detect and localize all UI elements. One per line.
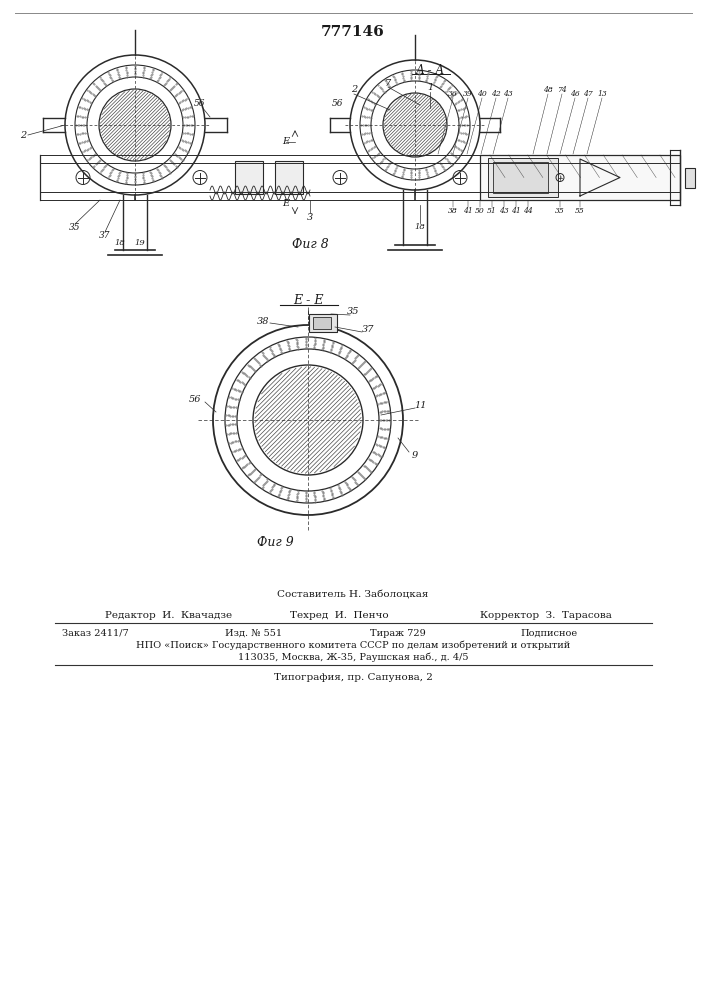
Text: E: E	[282, 137, 290, 146]
Text: 37: 37	[99, 231, 111, 239]
Text: 36: 36	[448, 90, 458, 98]
Text: 47: 47	[583, 90, 593, 98]
Bar	[493, 162, 548, 193]
Circle shape	[383, 93, 447, 157]
Text: НПО «Поиск» Государственного комитета СССР по делам изобретений и открытий: НПО «Поиск» Государственного комитета СС…	[136, 640, 570, 650]
Text: А - А: А - А	[416, 64, 445, 77]
Text: 48: 48	[543, 86, 553, 94]
Text: 40: 40	[477, 90, 487, 98]
Text: 42: 42	[491, 90, 501, 98]
Text: 43: 43	[503, 90, 513, 98]
Text: Редактор  И.  Квачадзе: Редактор И. Квачадзе	[105, 610, 232, 619]
Text: 39: 39	[463, 90, 473, 98]
Text: 46: 46	[570, 90, 580, 98]
Circle shape	[213, 325, 403, 515]
Text: 113035, Москва, Ж-35, Раушская наб., д. 4/5: 113035, Москва, Ж-35, Раушская наб., д. …	[238, 652, 468, 662]
Text: 56: 56	[194, 99, 206, 107]
Text: 13: 13	[597, 90, 607, 98]
Text: Корректор  З.  Тарасова: Корректор З. Тарасова	[480, 610, 612, 619]
Text: 56: 56	[332, 99, 344, 107]
Text: 41: 41	[511, 207, 521, 215]
Text: 11: 11	[415, 400, 427, 410]
Text: Типография, пр. Сапунова, 2: Типография, пр. Сапунова, 2	[274, 674, 433, 682]
Text: 38: 38	[448, 207, 458, 215]
Text: Техред  И.  Пенчо: Техред И. Пенчо	[290, 610, 389, 619]
Text: Тираж 729: Тираж 729	[370, 629, 426, 638]
Text: 41: 41	[463, 207, 473, 215]
Circle shape	[237, 349, 379, 491]
Circle shape	[99, 89, 171, 161]
Text: 3: 3	[307, 213, 313, 222]
Text: 2: 2	[20, 130, 26, 139]
Text: 7: 7	[385, 79, 391, 88]
Bar	[685, 167, 695, 188]
Bar	[309, 314, 337, 332]
Bar	[313, 317, 331, 329]
Circle shape	[87, 77, 183, 173]
Text: 18: 18	[414, 223, 426, 231]
Text: 35: 35	[69, 223, 81, 232]
Text: 38: 38	[257, 316, 269, 326]
Circle shape	[371, 81, 459, 169]
Text: 56: 56	[189, 395, 201, 404]
Text: 9: 9	[412, 450, 418, 460]
Text: 35: 35	[555, 207, 565, 215]
Text: 1: 1	[427, 84, 433, 93]
Text: Заказ 2411/7: Заказ 2411/7	[62, 629, 129, 638]
Text: 37: 37	[362, 324, 374, 334]
Text: E: E	[282, 200, 290, 209]
Bar	[235, 161, 263, 194]
Bar	[480, 155, 680, 200]
Text: Фиг 8: Фиг 8	[291, 238, 328, 251]
Text: Подписное: Подписное	[520, 629, 577, 638]
Text: 18: 18	[115, 239, 125, 247]
Text: Изд. № 551: Изд. № 551	[225, 629, 282, 638]
Text: Е - Е: Е - Е	[293, 294, 323, 306]
Text: 44: 44	[523, 207, 533, 215]
Bar	[275, 161, 303, 194]
Text: 19: 19	[134, 239, 146, 247]
Text: Фиг 9: Фиг 9	[257, 536, 293, 548]
Circle shape	[253, 365, 363, 475]
Text: 2: 2	[351, 86, 357, 95]
Circle shape	[225, 337, 391, 503]
Text: 55: 55	[575, 207, 585, 215]
Text: 35: 35	[346, 308, 359, 316]
Text: 50: 50	[475, 207, 485, 215]
Text: 777146: 777146	[321, 25, 385, 39]
Text: Составитель Н. Заболоцкая: Составитель Н. Заболоцкая	[277, 590, 428, 599]
Text: 43: 43	[499, 207, 509, 215]
Text: 74: 74	[557, 86, 567, 94]
Bar	[488, 158, 558, 197]
Text: 51: 51	[487, 207, 497, 215]
